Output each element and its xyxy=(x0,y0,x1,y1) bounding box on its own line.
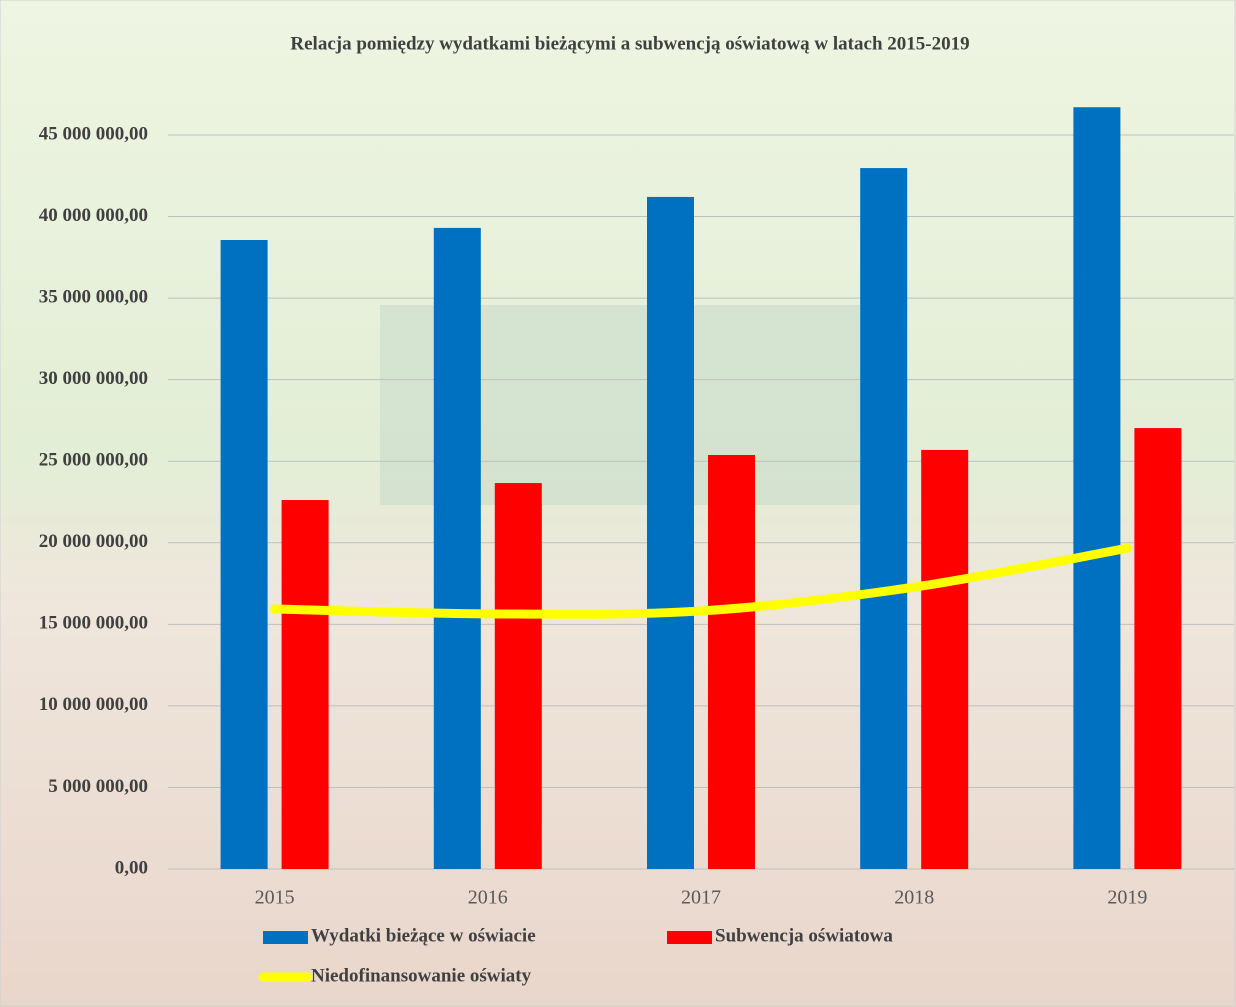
x-tick-label: 2018 xyxy=(894,887,934,909)
bar xyxy=(647,197,694,869)
legend-swatch xyxy=(263,931,308,944)
y-tick-label: 0,00 xyxy=(115,857,148,878)
bar xyxy=(495,483,542,869)
bar xyxy=(860,168,907,869)
y-tick-label: 5 000 000,00 xyxy=(48,776,148,797)
chart: Relacja pomiędzy wydatkami bieżącymi a s… xyxy=(0,0,1236,1007)
legend-label: Niedofinansowanie oświaty xyxy=(311,965,532,986)
y-tick-label: 30 000 000,00 xyxy=(39,368,148,389)
y-tick-label: 25 000 000,00 xyxy=(39,450,148,471)
bar xyxy=(1134,428,1181,869)
bar xyxy=(221,240,268,869)
y-tick-label: 35 000 000,00 xyxy=(39,286,148,307)
bar xyxy=(434,228,481,869)
legend-label: Subwencja oświatowa xyxy=(715,925,893,946)
x-tick-label: 2016 xyxy=(468,887,508,909)
y-tick-label: 40 000 000,00 xyxy=(39,205,148,226)
bar xyxy=(282,500,329,869)
y-tick-label: 15 000 000,00 xyxy=(39,613,148,634)
legend-swatch xyxy=(667,931,712,944)
chart-title: Relacja pomiędzy wydatkami bieżącymi a s… xyxy=(290,33,969,54)
y-tick-label: 10 000 000,00 xyxy=(39,694,148,715)
bar xyxy=(1073,107,1120,869)
y-tick-label: 45 000 000,00 xyxy=(39,123,148,144)
x-tick-label: 2019 xyxy=(1107,887,1147,909)
x-tick-label: 2017 xyxy=(681,887,721,909)
y-tick-label: 20 000 000,00 xyxy=(39,531,148,552)
bar xyxy=(921,450,968,869)
x-tick-label: 2015 xyxy=(255,887,295,909)
legend-label: Wydatki bieżące w oświacie xyxy=(311,925,536,946)
bar xyxy=(708,455,755,869)
